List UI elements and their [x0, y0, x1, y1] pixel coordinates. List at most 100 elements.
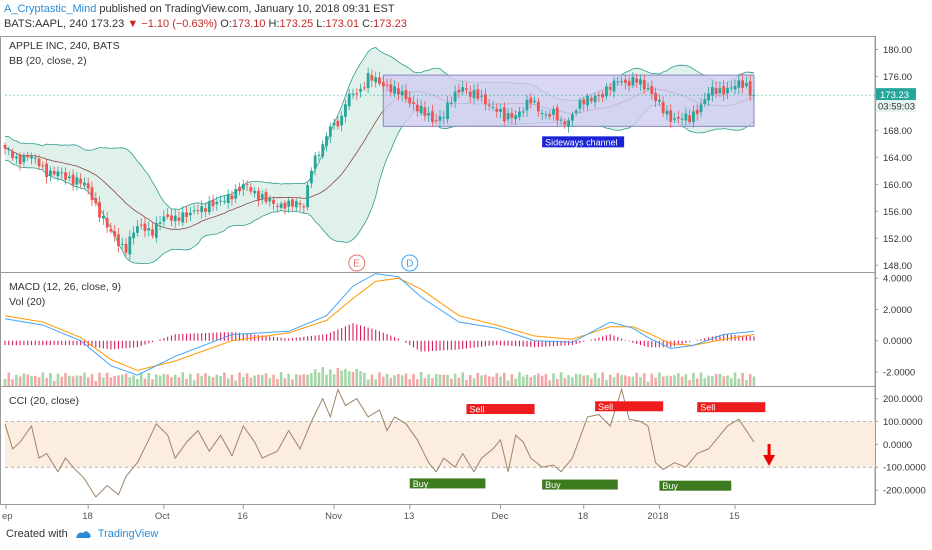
signal-buy-label: Buy	[413, 479, 429, 489]
volume-bar	[166, 374, 169, 386]
candle-body	[597, 95, 601, 97]
volume-bar	[30, 376, 33, 386]
volume-bar	[272, 374, 275, 386]
candle-body	[419, 105, 423, 114]
candle-body	[355, 93, 359, 95]
candle-body	[33, 157, 37, 159]
candle-body	[257, 191, 260, 201]
volume-bar	[593, 372, 597, 386]
volume-bar	[374, 379, 377, 386]
candle-body	[487, 104, 491, 106]
candle-body	[245, 184, 249, 186]
candle-body	[502, 107, 506, 122]
volume-bar	[510, 374, 514, 386]
volume-bar	[529, 377, 533, 386]
candle-body	[48, 170, 52, 176]
volume-bar	[139, 372, 143, 386]
volume-bar	[287, 373, 290, 386]
volume-bar	[200, 376, 203, 386]
volume-bar	[737, 378, 741, 386]
candle-body	[336, 120, 340, 127]
candle-body	[98, 202, 101, 218]
volume-bar	[442, 374, 446, 386]
candle-body	[135, 226, 139, 233]
volume-bar	[559, 372, 563, 386]
candle-body	[378, 77, 381, 84]
candle-body	[166, 214, 170, 217]
volume-bar	[654, 377, 657, 386]
candle-body	[41, 165, 45, 167]
candle-body	[431, 111, 434, 123]
candle-body	[601, 93, 605, 98]
candle-body	[726, 87, 729, 94]
volume-bar	[102, 377, 105, 386]
candle-body	[476, 89, 480, 99]
volume-bar	[692, 372, 695, 386]
volume-bar	[503, 372, 506, 386]
volume-bar	[117, 375, 120, 386]
volume-bar	[215, 374, 219, 386]
volume-bar	[366, 379, 370, 386]
candle-body	[222, 200, 226, 202]
volume-bar	[631, 376, 635, 386]
candle-body	[3, 144, 7, 149]
volume-bar	[491, 376, 495, 386]
candle-body	[514, 115, 518, 120]
candle-body	[748, 81, 752, 96]
volume-bar	[476, 372, 480, 386]
volume-bar	[669, 376, 673, 386]
volume-bar	[707, 375, 710, 386]
time-tick-label: Oct	[155, 511, 170, 522]
volume-bar	[177, 377, 181, 386]
volume-bar	[344, 368, 347, 386]
candle-body	[90, 187, 94, 201]
macd-signal-line	[4, 277, 755, 371]
tradingview-logo-icon	[75, 531, 91, 538]
candle-body	[415, 104, 419, 112]
candle-body	[650, 86, 654, 95]
candle-body	[158, 222, 162, 224]
macd-tick-label: 4.0000	[883, 274, 912, 285]
candle-body	[529, 97, 533, 104]
tradingview-brand[interactable]: TradingView	[97, 528, 159, 540]
volume-bar	[525, 374, 529, 386]
volume-bar	[268, 378, 272, 386]
volume-bar	[450, 378, 453, 386]
price-tick-label: 180.00	[883, 45, 912, 56]
volume-bar	[158, 375, 162, 386]
volume-bar	[71, 376, 75, 386]
candle-body	[101, 216, 105, 219]
low-value: 173.01	[325, 18, 360, 30]
volume-bar	[249, 377, 253, 386]
author-link[interactable]: A_Cryptastic_Mind	[4, 3, 97, 15]
volume-bar	[438, 374, 442, 386]
candle-body	[154, 222, 158, 238]
signal-sell-label: Sell	[598, 402, 613, 412]
candle-body	[396, 88, 400, 95]
signal-sell-box	[697, 402, 766, 413]
candle-body	[351, 93, 355, 96]
candle-body	[188, 212, 192, 216]
candle-body	[56, 171, 60, 177]
macd-tick-label: 2.0000	[883, 305, 912, 316]
volume-bar	[253, 375, 256, 386]
volume-bar	[264, 373, 268, 386]
volume-bar	[695, 378, 699, 386]
candle-body	[718, 88, 722, 93]
volume-bar	[363, 372, 366, 386]
time-tick-label: ep	[2, 511, 13, 522]
candle-body	[733, 86, 737, 90]
volume-bar	[427, 374, 430, 386]
candle-body	[79, 178, 83, 184]
countdown-label: 03:59:03	[878, 102, 915, 113]
candle-body	[574, 110, 578, 113]
candle-body	[393, 86, 397, 94]
volume-bar	[419, 372, 423, 386]
volume-bar	[635, 372, 638, 386]
candle-body	[45, 163, 49, 178]
volume-bar	[189, 373, 192, 386]
candle-body	[204, 208, 207, 212]
volume-bar	[661, 376, 665, 386]
volume-bar	[748, 374, 752, 386]
